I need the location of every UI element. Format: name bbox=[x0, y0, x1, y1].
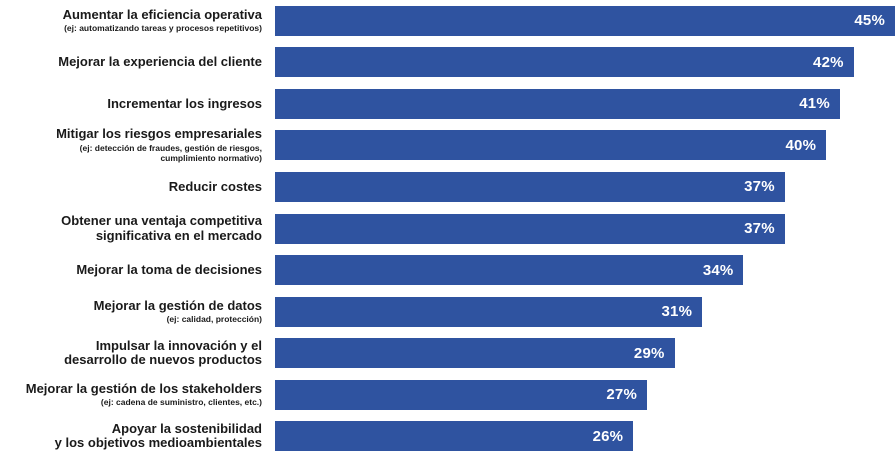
bar-value-label: 45% bbox=[854, 12, 885, 30]
row-title: Reducir costes bbox=[168, 178, 262, 194]
bar-value-label: 41% bbox=[799, 95, 830, 113]
row-title: Aumentar la eficiencia operativa bbox=[62, 6, 262, 22]
bar-track: 26% bbox=[275, 421, 895, 452]
row-label: Apoyar la sostenibilidad y los objetivos… bbox=[0, 420, 275, 451]
row-title: Impulsar la innovación y el desarrollo d… bbox=[64, 337, 262, 368]
bar-value-label: 42% bbox=[813, 53, 844, 71]
chart-row: Mejorar la gestión de datos (ej: calidad… bbox=[0, 291, 895, 333]
bar-value-label: 37% bbox=[744, 178, 775, 196]
row-label: Aumentar la eficiencia operativa (ej: au… bbox=[0, 6, 275, 34]
row-title: Mejorar la gestión de datos bbox=[93, 297, 262, 313]
row-label: Mejorar la toma de decisiones bbox=[0, 261, 275, 278]
row-subtitle: (ej: cadena de suministro, clientes, etc… bbox=[100, 397, 262, 408]
bar: 27% bbox=[275, 379, 647, 410]
row-subtitle: (ej: detección de fraudes, gestión de ri… bbox=[79, 142, 262, 164]
row-label: Mejorar la gestión de los stakeholders (… bbox=[0, 380, 275, 408]
row-label: Mejorar la experiencia del cliente bbox=[0, 54, 275, 70]
chart-row: Mejorar la experiencia del cliente 42% bbox=[0, 42, 895, 84]
chart-row: Apoyar la sostenibilidad y los objetivos… bbox=[0, 415, 895, 457]
bar-track: 37% bbox=[275, 171, 895, 202]
row-title: Mejorar la gestión de los stakeholders bbox=[25, 380, 262, 396]
bar-track: 42% bbox=[275, 47, 895, 78]
row-label: Mitigar los riesgos empresariales (ej: d… bbox=[0, 126, 275, 164]
bar-track: 41% bbox=[275, 88, 895, 119]
row-subtitle: (ej: calidad, protección) bbox=[166, 314, 262, 325]
chart-row: Mejorar la gestión de los stakeholders (… bbox=[0, 374, 895, 416]
bar: 31% bbox=[275, 296, 703, 327]
bar-track: 29% bbox=[275, 338, 895, 369]
bar-value-label: 26% bbox=[592, 427, 624, 445]
row-title: Incrementar los ingresos bbox=[107, 95, 262, 111]
bar: 45% bbox=[275, 5, 895, 36]
bar: 37% bbox=[275, 171, 785, 202]
bar: 41% bbox=[275, 88, 840, 119]
bar: 40% bbox=[275, 130, 827, 161]
bar: 34% bbox=[275, 255, 744, 286]
row-label: Mejorar la gestión de datos (ej: calidad… bbox=[0, 297, 275, 325]
row-label: Impulsar la innovación y el desarrollo d… bbox=[0, 337, 275, 368]
bar-value-label: 31% bbox=[661, 303, 693, 321]
row-title: Apoyar la sostenibilidad y los objetivos… bbox=[54, 420, 262, 451]
chart-row: Aumentar la eficiencia operativa (ej: au… bbox=[0, 0, 895, 42]
row-subtitle: (ej: automatizando tareas y procesos rep… bbox=[64, 23, 262, 34]
row-label: Incrementar los ingresos bbox=[0, 95, 275, 112]
bar-value-label: 37% bbox=[744, 220, 775, 237]
chart-row: Incrementar los ingresos 41% bbox=[0, 83, 895, 125]
bar: 42% bbox=[275, 47, 854, 78]
row-title: Mitigar los riesgos empresariales bbox=[56, 126, 262, 142]
bar-value-label: 27% bbox=[606, 386, 637, 404]
bar: 29% bbox=[275, 338, 675, 369]
bar-track: 40% bbox=[275, 130, 895, 161]
bar-value-label: 29% bbox=[633, 344, 665, 362]
chart-row: Mitigar los riesgos empresariales (ej: d… bbox=[0, 125, 895, 167]
bar: 37% bbox=[275, 213, 785, 244]
bar-track: 45% bbox=[275, 5, 895, 36]
row-label: Reducir costes bbox=[0, 178, 275, 195]
row-title: Obtener una ventaja competitiva signific… bbox=[61, 212, 262, 243]
row-title: Mejorar la toma de decisiones bbox=[76, 261, 262, 277]
row-title: Mejorar la experiencia del cliente bbox=[58, 54, 262, 70]
chart-row: Mejorar la toma de decisiones 34% bbox=[0, 249, 895, 291]
bar: 26% bbox=[275, 421, 634, 452]
chart-row: Impulsar la innovación y el desarrollo d… bbox=[0, 332, 895, 374]
bar-track: 27% bbox=[275, 379, 895, 410]
chart-row: Reducir costes 37% bbox=[0, 166, 895, 208]
bar-value-label: 40% bbox=[785, 136, 817, 154]
bar-track: 31% bbox=[275, 296, 895, 327]
bar-value-label: 34% bbox=[702, 261, 734, 279]
bar-track: 37% bbox=[275, 213, 895, 244]
chart-row: Obtener una ventaja competitiva signific… bbox=[0, 208, 895, 250]
row-label: Obtener una ventaja competitiva signific… bbox=[0, 212, 275, 243]
bar-track: 34% bbox=[275, 255, 895, 286]
